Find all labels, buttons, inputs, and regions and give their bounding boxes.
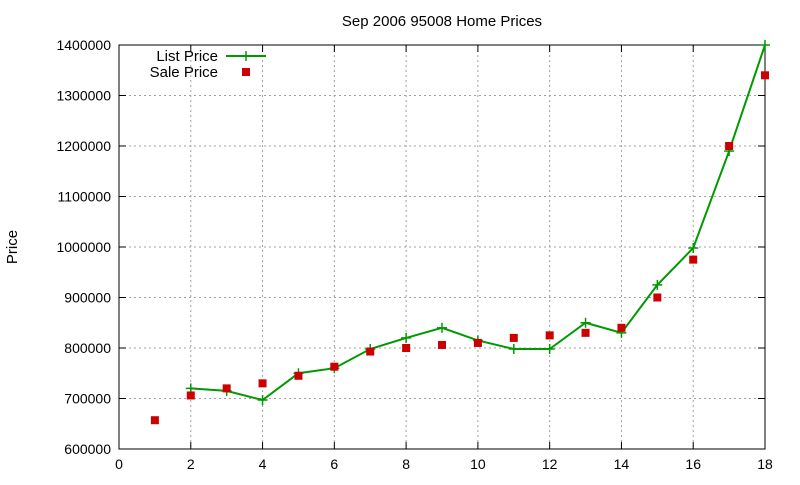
y-tick-label: 1300000 — [56, 88, 111, 104]
sale-price-point — [761, 71, 769, 80]
list-price-point — [652, 279, 663, 290]
list-price-point — [544, 344, 555, 355]
sale-price-point — [509, 333, 518, 342]
y-tick-label: 600000 — [64, 441, 111, 457]
sale-price-point — [438, 340, 446, 349]
sale-price-point — [402, 344, 411, 352]
list-price-point — [437, 322, 447, 333]
y-tick-label: 1400000 — [56, 37, 111, 53]
sale-price-point — [186, 391, 195, 400]
x-tick-label: 2 — [187, 456, 195, 472]
x-tick-label: 6 — [330, 456, 338, 472]
y-tick-label: 1100000 — [58, 189, 112, 205]
sale-price-point — [258, 379, 267, 388]
sale-price-point — [581, 328, 590, 337]
x-tick-label: 12 — [542, 456, 558, 472]
y-axis-title: Price — [4, 230, 21, 264]
chart-title: Sep 2006 95008 Home Prices — [342, 13, 542, 30]
y-tick-label: 900000 — [64, 290, 111, 306]
x-tick-label: 14 — [614, 456, 630, 472]
axis-ticks: 0 2 4 6 8 10 12 14 16 18 600000 700000 800000 900000 1… — [56, 37, 773, 472]
x-tick-label: 10 — [470, 456, 486, 472]
sale-price-point — [330, 362, 339, 371]
sale-price-point — [617, 323, 626, 332]
sale-price-point — [689, 255, 698, 264]
legend-marker-list-price — [241, 51, 251, 61]
x-tick-label: 0 — [115, 456, 123, 472]
sale-price-point — [653, 293, 662, 302]
y-tick-label: 800000 — [64, 340, 111, 356]
y-tick-label: 700000 — [64, 391, 111, 407]
x-tick-label: 18 — [757, 456, 773, 472]
list-price-point — [257, 395, 268, 406]
sale-price-point — [294, 371, 303, 380]
y-tick-label: 1200000 — [56, 138, 111, 154]
sale-price-point — [222, 384, 231, 393]
series-layer — [150, 40, 770, 425]
y-tick-label: 1000000 — [56, 239, 111, 255]
sale-price-point — [545, 331, 554, 340]
sale-price-point — [725, 142, 734, 150]
list-price-point — [580, 317, 591, 328]
sale-price-point — [473, 338, 482, 347]
list-price-point — [401, 332, 412, 343]
list-price-point — [688, 243, 699, 254]
legend-marker-sale-price — [242, 68, 250, 76]
grid-lines — [119, 45, 765, 449]
legend-label-sale-price: Sale Price — [150, 64, 218, 81]
x-tick-label: 8 — [402, 456, 410, 472]
legend-label-list-price: List Price — [156, 48, 218, 65]
x-tick-label: 4 — [259, 456, 267, 472]
x-tick-label: 16 — [685, 456, 701, 472]
sale-price-point — [150, 416, 159, 425]
sale-price-point — [366, 347, 375, 356]
list-price-point — [760, 40, 770, 50]
list-price-point — [508, 344, 519, 355]
